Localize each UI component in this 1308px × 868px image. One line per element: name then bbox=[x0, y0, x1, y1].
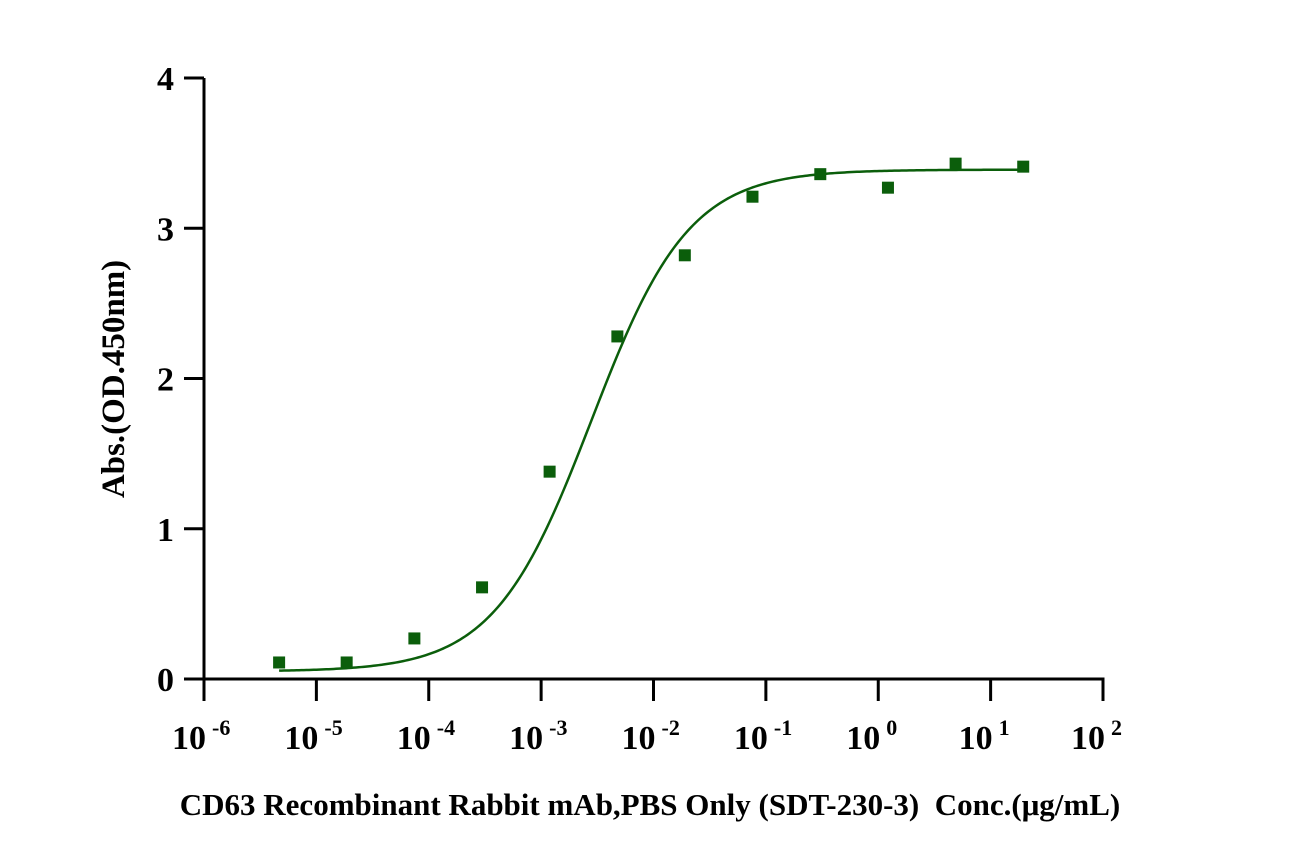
data-point bbox=[746, 190, 759, 203]
x-tick-label: 10 -1 bbox=[734, 715, 792, 757]
x-tick-base: 10 bbox=[1071, 720, 1105, 757]
y-tick-label: 1 bbox=[157, 512, 174, 549]
data-point bbox=[678, 249, 691, 262]
y-tick-label: 4 bbox=[157, 61, 174, 98]
x-tick-label: 10 -2 bbox=[622, 715, 680, 757]
data-point bbox=[1017, 160, 1030, 173]
x-tick-exponent: -3 bbox=[549, 715, 567, 740]
x-tick-base: 10 bbox=[622, 720, 656, 757]
x-tick-exponent: 2 bbox=[1111, 715, 1122, 740]
y-tick-label: 2 bbox=[157, 362, 174, 399]
x-tick-base: 10 bbox=[397, 720, 431, 757]
x-tick-exponent: 1 bbox=[999, 715, 1010, 740]
x-tick-base: 10 bbox=[846, 720, 880, 757]
data-point bbox=[814, 168, 827, 181]
x-tick-base: 10 bbox=[734, 720, 768, 757]
x-tick-label: 10 -4 bbox=[397, 715, 455, 757]
data-point bbox=[543, 465, 556, 478]
data-point bbox=[611, 330, 624, 343]
x-tick-base: 10 bbox=[509, 720, 543, 757]
x-tick-exponent: -6 bbox=[212, 715, 230, 740]
x-tick-base: 10 bbox=[959, 720, 993, 757]
x-tick-base: 10 bbox=[284, 720, 318, 757]
x-tick-label: 10 2 bbox=[1071, 715, 1122, 757]
x-tick-label: 10 -5 bbox=[284, 715, 342, 757]
data-point bbox=[881, 181, 894, 194]
fit-curve bbox=[279, 168, 1024, 672]
x-tick-label: 10 -3 bbox=[509, 715, 567, 757]
y-tick-label: 3 bbox=[157, 211, 174, 248]
data-point bbox=[340, 656, 353, 669]
x-tick-exponent: -2 bbox=[662, 715, 680, 740]
data-point bbox=[476, 581, 489, 594]
y-axis-label: Abs.(OD.450nm) bbox=[96, 260, 132, 498]
x-tick-exponent: 0 bbox=[886, 715, 897, 740]
x-tick-exponent: -1 bbox=[774, 715, 792, 740]
x-tick-exponent: -5 bbox=[324, 715, 342, 740]
data-point bbox=[949, 157, 962, 170]
x-tick-label: 10 -6 bbox=[172, 715, 230, 757]
x-tick-exponent: -4 bbox=[437, 715, 455, 740]
x-tick-base: 10 bbox=[172, 720, 206, 757]
x-tick-label: 10 1 bbox=[959, 715, 1010, 757]
x-axis-label: CD63 Recombinant Rabbit mAb,PBS Only (SD… bbox=[180, 787, 1120, 822]
data-points bbox=[273, 157, 1030, 669]
x-tick-label: 10 0 bbox=[846, 715, 897, 757]
y-tick-label: 0 bbox=[157, 662, 174, 699]
data-point bbox=[408, 632, 421, 645]
data-point bbox=[273, 656, 286, 669]
fit-curve-group bbox=[279, 168, 1024, 672]
